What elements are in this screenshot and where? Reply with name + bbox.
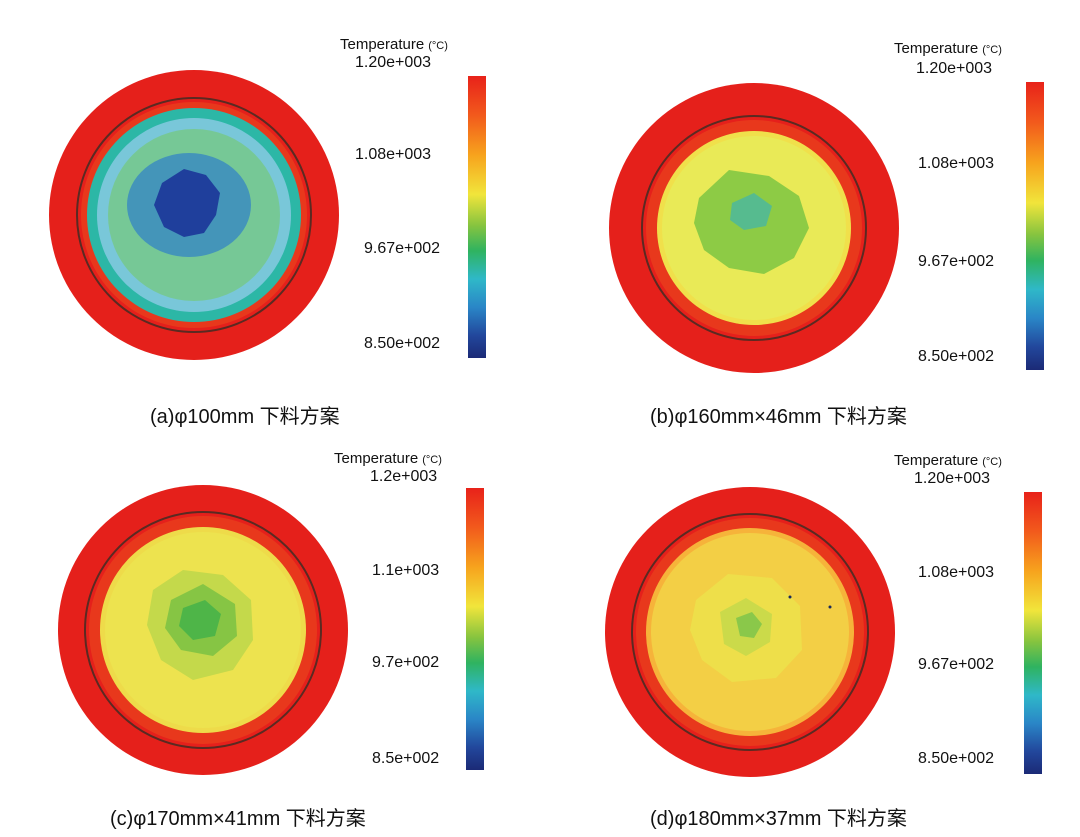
caption-a: (a)φ100mm 下料方案	[150, 406, 340, 428]
dot-marker	[828, 605, 832, 609]
legend-tick: 9.67e+002	[918, 253, 995, 270]
legend-title-a: Temperature (°C)	[340, 36, 448, 53]
legend-tick: 1.08e+003	[918, 564, 995, 581]
color-scale-bar-d	[1024, 492, 1042, 774]
legend-tick: 1.20e+003	[914, 470, 991, 487]
caption-c: (c)φ170mm×41mm 下料方案	[110, 808, 366, 830]
panel-c: Temperature (°C) 1.2e+003 1.1e+003 9.7e+0…	[0, 418, 540, 836]
legend-tick: 9.7e+002	[372, 654, 440, 671]
legend-tick: 1.2e+003	[370, 468, 438, 485]
legend-title-d: Temperature (°C)	[894, 452, 1002, 469]
legend-tick: 9.67e+002	[918, 656, 995, 673]
temperature-disk-a	[49, 70, 339, 360]
legend-title-text: Temperature	[340, 36, 425, 53]
legend-tick: 1.1e+003	[372, 562, 440, 579]
legend-tick: 1.20e+003	[355, 54, 432, 71]
panel-b: Temperature (°C) 1.20e+003 1.08e+003 9.67…	[540, 0, 1080, 428]
panel-a: Temperature (°C) 1.20e+003 1.08e+003 9.67…	[0, 0, 540, 428]
color-scale-bar-a	[468, 76, 486, 358]
panel-d: Temperature (°C) 1.20e+003 1.08e+003 9.67…	[540, 418, 1080, 836]
legend-title-text: Temperature	[894, 452, 979, 469]
die-boundary	[641, 115, 867, 341]
color-scale-bar-c	[466, 488, 484, 770]
die-boundary	[76, 97, 312, 333]
legend-title-text: Temperature	[334, 450, 419, 467]
legend-tick: 9.67e+002	[364, 240, 441, 257]
die-boundary	[84, 511, 322, 749]
legend-tick: 1.08e+003	[918, 155, 995, 172]
temperature-disk-d	[605, 487, 895, 777]
legend-unit: (°C)	[422, 454, 442, 466]
caption-b: (b)φ160mm×46mm 下料方案	[650, 406, 907, 428]
core-zone	[736, 612, 762, 638]
legend-unit: (°C)	[428, 40, 448, 52]
legend-title-b: Temperature (°C)	[894, 40, 1002, 57]
core-zone	[730, 193, 772, 230]
legend-tick: 8.5e+002	[372, 750, 440, 767]
core-zone	[179, 600, 221, 640]
legend-unit: (°C)	[982, 44, 1002, 56]
legend-tick: 8.50e+002	[364, 335, 441, 352]
color-scale-bar-b	[1026, 82, 1044, 370]
legend-tick: 1.08e+003	[355, 146, 432, 163]
legend-tick: 8.50e+002	[918, 348, 995, 365]
caption-d: (d)φ180mm×37mm 下料方案	[650, 808, 907, 830]
legend-tick: 1.20e+003	[916, 60, 993, 77]
legend-tick: 8.50e+002	[918, 750, 995, 767]
legend-title-c: Temperature (°C)	[334, 450, 442, 467]
die-boundary	[631, 513, 869, 751]
legend-unit: (°C)	[982, 456, 1002, 468]
temperature-disk-c	[58, 485, 348, 775]
temperature-disk-b	[609, 83, 899, 373]
core-zone	[154, 169, 220, 237]
legend-title-text: Temperature	[894, 40, 979, 57]
dot-marker	[788, 595, 792, 599]
